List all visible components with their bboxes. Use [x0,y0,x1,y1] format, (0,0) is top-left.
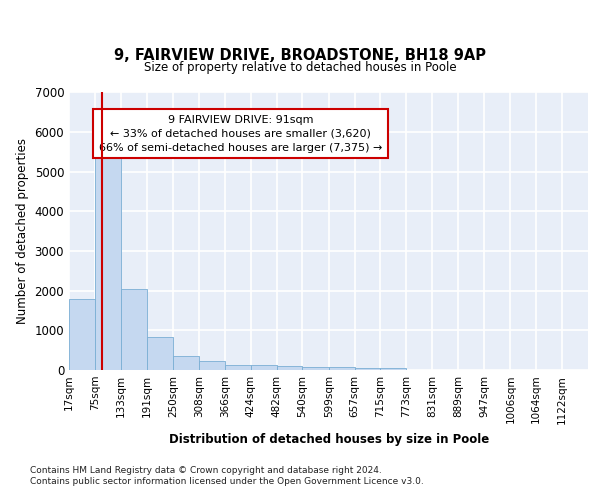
Bar [329,368,355,370]
Text: Distribution of detached houses by size in Poole: Distribution of detached houses by size … [169,432,489,446]
Text: Contains public sector information licensed under the Open Government Licence v3: Contains public sector information licen… [30,478,424,486]
Bar [380,368,406,370]
Bar [302,367,329,370]
Bar [277,366,302,370]
Bar [173,356,199,370]
Bar [146,338,173,370]
Text: Size of property relative to detached houses in Poole: Size of property relative to detached ho… [143,60,457,74]
Bar [95,142,121,370]
Text: 9 FAIRVIEW DRIVE: 91sqm
← 33% of detached houses are smaller (3,620)
66% of semi: 9 FAIRVIEW DRIVE: 91sqm ← 33% of detache… [98,114,382,152]
Text: Contains HM Land Registry data © Crown copyright and database right 2024.: Contains HM Land Registry data © Crown c… [30,466,382,475]
Bar [225,365,251,370]
Y-axis label: Number of detached properties: Number of detached properties [16,138,29,324]
Bar [355,368,380,370]
Bar [199,362,225,370]
Bar [251,366,277,370]
Bar [69,298,95,370]
Bar [121,288,146,370]
Text: 9, FAIRVIEW DRIVE, BROADSTONE, BH18 9AP: 9, FAIRVIEW DRIVE, BROADSTONE, BH18 9AP [114,48,486,62]
